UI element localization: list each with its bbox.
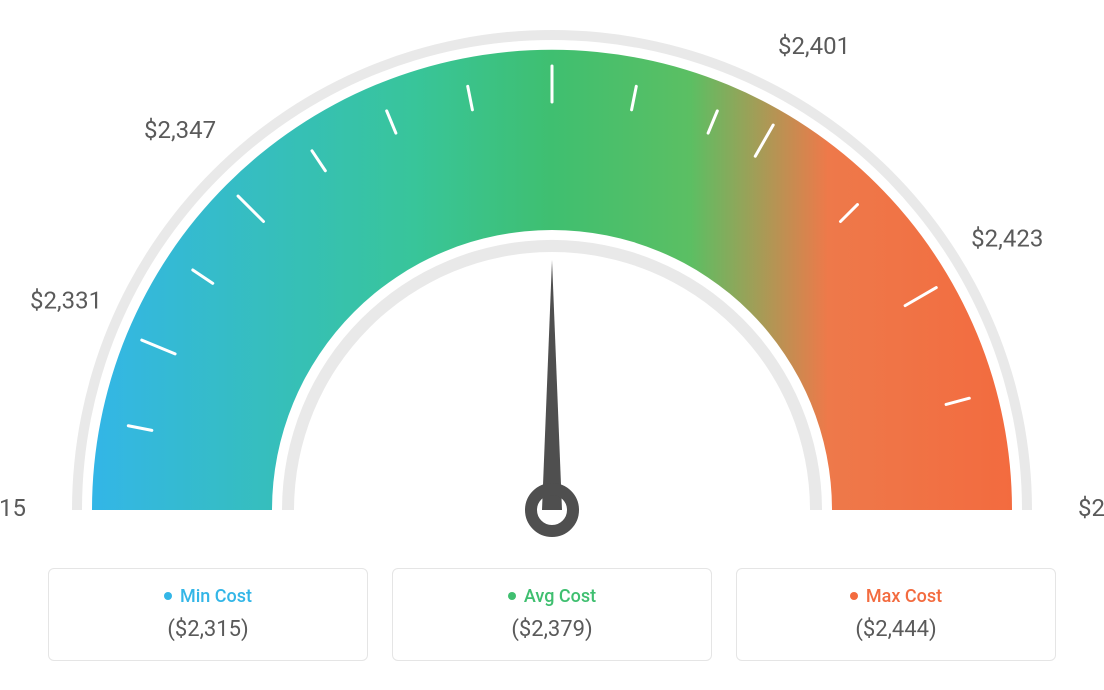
legend-value-min: ($2,315) [69,617,347,642]
legend-label-max: Max Cost [850,586,942,607]
gauge-needle [542,260,562,510]
legend-row: Min Cost ($2,315) Avg Cost ($2,379) Max … [0,568,1104,661]
gauge-tick-label: $2,315 [0,494,26,522]
legend-label-text-avg: Avg Cost [524,586,596,607]
legend-dot-min [164,592,172,600]
legend-dot-max [850,592,858,600]
gauge-tick-label: $2,347 [144,116,216,144]
gauge-chart: $2,315$2,331$2,347$2,379$2,401$2,423$2,4… [0,0,1104,560]
legend-label-avg: Avg Cost [508,586,596,607]
gauge-tick-label: $2,444 [1078,494,1104,522]
legend-card-max: Max Cost ($2,444) [736,568,1056,661]
legend-card-avg: Avg Cost ($2,379) [392,568,712,661]
legend-value-max: ($2,444) [757,617,1035,642]
gauge-tick-label: $2,331 [30,287,102,315]
legend-card-min: Min Cost ($2,315) [48,568,368,661]
legend-label-min: Min Cost [164,586,252,607]
legend-label-text-min: Min Cost [180,586,252,607]
gauge-tick-label: $2,401 [778,32,850,60]
legend-dot-avg [508,592,516,600]
gauge-svg: $2,315$2,331$2,347$2,379$2,401$2,423$2,4… [0,0,1104,560]
gauge-tick-label: $2,423 [971,225,1043,253]
legend-value-avg: ($2,379) [413,617,691,642]
legend-label-text-max: Max Cost [866,586,942,607]
